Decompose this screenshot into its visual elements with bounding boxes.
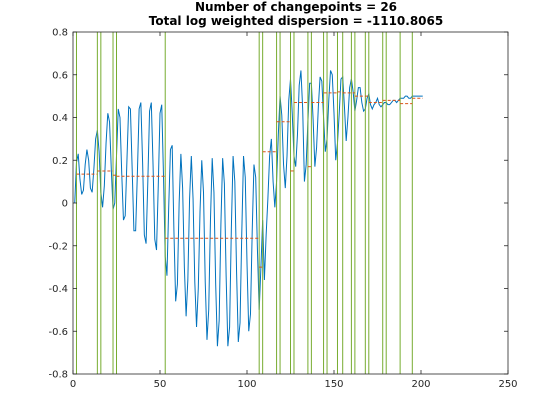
y-tick-label: 0.4 xyxy=(52,113,68,124)
y-tick-label: -0.6 xyxy=(48,327,68,338)
x-tick-label: 50 xyxy=(154,379,167,390)
x-tick-label: 200 xyxy=(411,379,430,390)
y-tick-label: 0 xyxy=(62,199,68,210)
chart-title-line-2: Total log weighted dispersion = -1110.80… xyxy=(149,14,443,28)
x-tick-label: 150 xyxy=(324,379,343,390)
y-tick-label: -0.8 xyxy=(48,370,68,381)
y-tick-label: 0.6 xyxy=(52,70,68,81)
y-tick-label: -0.2 xyxy=(48,241,68,252)
axes: 0 50 100 150 200 250 -0.8 -0.6 -0.4 -0.2 0 0.2 0.4 0.… xyxy=(48,28,517,391)
y-tick-label: 0.8 xyxy=(52,28,68,39)
x-tick-label: 100 xyxy=(237,379,256,390)
plot-area xyxy=(73,32,508,374)
x-tick-label: 0 xyxy=(70,379,76,390)
y-tick-label: -0.4 xyxy=(48,284,68,295)
x-tick-label: 250 xyxy=(498,379,517,390)
signal-line xyxy=(74,70,423,347)
chart-title-line-1: Number of changepoints = 26 xyxy=(195,0,397,14)
y-tick-label: 0.2 xyxy=(52,156,68,167)
